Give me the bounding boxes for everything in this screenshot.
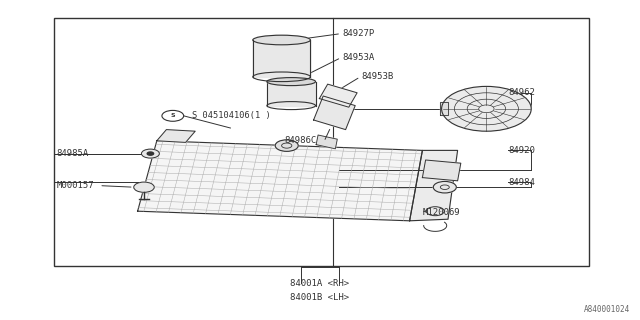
Bar [267,82,316,106]
Polygon shape [422,160,461,181]
Text: 84962: 84962 [509,88,536,97]
Polygon shape [410,150,458,221]
Circle shape [433,181,456,193]
Text: S: S [170,113,175,118]
Text: 84001A <RH>: 84001A <RH> [291,279,349,288]
Text: 84920: 84920 [509,146,536,155]
Text: 84927P: 84927P [342,29,374,38]
Polygon shape [314,96,355,130]
Text: 84953A: 84953A [342,53,374,62]
Polygon shape [319,84,357,107]
Circle shape [442,86,531,131]
Text: M000157: M000157 [56,181,94,190]
Bar [253,40,310,77]
Polygon shape [157,130,195,142]
Text: 84953B: 84953B [362,72,394,81]
Text: M120069: M120069 [422,208,460,217]
Ellipse shape [253,35,310,45]
Bar [54,18,589,266]
Text: S 045104106(1 ): S 045104106(1 ) [192,111,271,120]
Polygon shape [138,141,422,221]
Polygon shape [316,135,337,149]
Text: 84984: 84984 [509,178,536,187]
Circle shape [141,149,159,158]
Text: 84001B <LH>: 84001B <LH> [291,293,349,302]
Text: 84985A: 84985A [56,149,88,158]
Text: A840001024: A840001024 [584,305,630,314]
Circle shape [426,207,444,216]
Polygon shape [440,102,448,115]
Circle shape [275,140,298,151]
Text: 84986C: 84986C [285,136,317,145]
Circle shape [134,182,154,192]
Circle shape [147,152,154,155]
Ellipse shape [267,78,316,86]
